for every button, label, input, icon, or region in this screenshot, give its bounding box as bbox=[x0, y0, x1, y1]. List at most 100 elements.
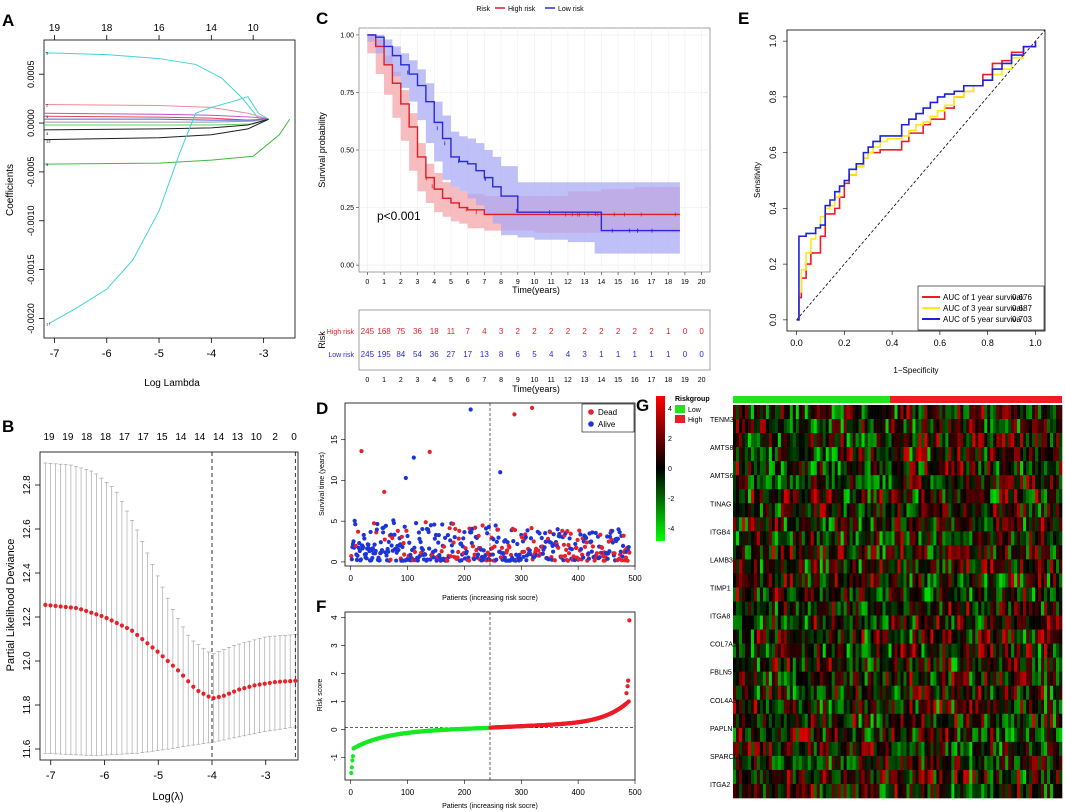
heatmap-cell bbox=[747, 685, 752, 701]
heatmap-cell bbox=[762, 559, 767, 574]
heatmap-cell bbox=[792, 769, 797, 785]
heatmap-cell bbox=[1023, 601, 1027, 616]
heatmap-cell bbox=[1059, 461, 1063, 476]
heatmap-cell bbox=[777, 769, 782, 785]
heatmap-cell bbox=[816, 405, 821, 420]
heatmap-cell bbox=[849, 517, 853, 532]
heatmap-cell bbox=[936, 671, 940, 687]
heatmap-cell bbox=[831, 587, 835, 602]
panel-e-diagonal bbox=[796, 29, 1046, 321]
heatmap-cell bbox=[858, 545, 862, 560]
panel-d-point-alive bbox=[515, 541, 520, 547]
heatmap-cell bbox=[918, 489, 922, 504]
riskgroup-low-swatch bbox=[675, 405, 685, 413]
heatmap-cell bbox=[906, 657, 910, 672]
heatmap-cell bbox=[873, 405, 877, 420]
heatmap-cell bbox=[783, 643, 788, 658]
heatmap-cell bbox=[1029, 643, 1033, 658]
heatmap-cell bbox=[801, 657, 806, 672]
heatmap-cell bbox=[894, 713, 898, 729]
heatmap-cell bbox=[915, 545, 919, 560]
heatmap-cell bbox=[930, 461, 934, 476]
heatmap-cell bbox=[984, 657, 988, 672]
heatmap-cell bbox=[885, 447, 889, 462]
heatmap-cell bbox=[759, 433, 764, 448]
heatmap-cell bbox=[780, 503, 785, 518]
heatmap-cell bbox=[903, 433, 907, 448]
heatmap-cell bbox=[891, 531, 895, 546]
heatmap-cell bbox=[1008, 629, 1012, 644]
heatmap-cell bbox=[951, 657, 955, 672]
heatmap-cell bbox=[873, 461, 877, 476]
heatmap-cell bbox=[1050, 447, 1054, 462]
heatmap-cell bbox=[888, 587, 892, 602]
heatmap-cell bbox=[768, 699, 773, 715]
heatmap-cell bbox=[858, 685, 862, 701]
heatmap-cell bbox=[789, 587, 794, 602]
heatmap-cell bbox=[933, 419, 937, 434]
heatmap-cell bbox=[774, 531, 779, 546]
heatmap-cell bbox=[831, 643, 835, 658]
heatmap-cell bbox=[780, 517, 785, 532]
heatmap-cell bbox=[816, 615, 821, 630]
heatmap-cell bbox=[858, 573, 862, 588]
heatmap-cell bbox=[912, 699, 916, 715]
heatmap-cell bbox=[813, 419, 818, 434]
heatmap-cell bbox=[903, 671, 907, 687]
heatmap-cell bbox=[1056, 699, 1060, 715]
heatmap-cell bbox=[792, 741, 797, 757]
heatmap-cell bbox=[996, 503, 1000, 518]
heatmap-cell bbox=[897, 587, 901, 602]
heatmap-cell bbox=[993, 769, 997, 785]
heatmap-cell bbox=[822, 489, 827, 504]
panel-d-point-alive bbox=[442, 535, 448, 540]
heatmap-cell bbox=[828, 601, 832, 616]
heatmap-cell bbox=[879, 573, 883, 588]
heatmap-cell bbox=[882, 559, 886, 574]
heatmap-cell bbox=[966, 475, 970, 490]
heatmap-cell bbox=[846, 699, 850, 715]
heatmap-cell bbox=[783, 755, 788, 771]
heatmap-cell bbox=[1038, 657, 1042, 672]
heatmap-cell bbox=[945, 741, 949, 757]
heatmap-cell bbox=[840, 615, 844, 630]
heatmap-cell bbox=[849, 657, 853, 672]
heatmap-cell bbox=[939, 601, 943, 616]
heatmap-cell bbox=[864, 671, 868, 687]
heatmap-cell bbox=[843, 713, 847, 729]
heatmap-cell bbox=[777, 545, 782, 560]
heatmap-cell bbox=[930, 475, 934, 490]
heatmap-cell bbox=[888, 447, 892, 462]
heatmap-cell bbox=[870, 657, 874, 672]
heatmap-cell bbox=[840, 629, 844, 644]
heatmap-cell bbox=[927, 475, 931, 490]
heatmap-cell bbox=[804, 643, 809, 658]
heatmap-cell bbox=[981, 447, 985, 462]
heatmap-cell bbox=[795, 587, 800, 602]
heatmap-cell bbox=[924, 741, 928, 757]
risk-table-row-label: High risk bbox=[327, 329, 355, 336]
heatmap-cell bbox=[783, 447, 788, 462]
risk-table-x-tick-label: 17 bbox=[648, 377, 656, 384]
heatmap-cell bbox=[900, 713, 904, 729]
heatmap-cell bbox=[915, 531, 919, 546]
heatmap-cell bbox=[957, 559, 961, 574]
heatmap-cell bbox=[843, 531, 847, 546]
heatmap-cell bbox=[837, 755, 841, 771]
heatmap-cell bbox=[1020, 769, 1024, 785]
heatmap-cell bbox=[930, 601, 934, 616]
panel-d-point-alive bbox=[569, 547, 574, 552]
heatmap-cell bbox=[903, 517, 907, 532]
heatmap-cell bbox=[1050, 461, 1054, 476]
heatmap-cell bbox=[783, 727, 788, 743]
heatmap-cell bbox=[990, 531, 994, 546]
heatmap-cell bbox=[864, 783, 868, 799]
heatmap-cell bbox=[1059, 573, 1063, 588]
panel-d-point-alive bbox=[494, 539, 499, 545]
heatmap-cell bbox=[1005, 573, 1009, 588]
heatmap-cell bbox=[753, 573, 758, 588]
heatmap-cell bbox=[936, 559, 940, 574]
heatmap-cell bbox=[894, 545, 898, 560]
heatmap-cell bbox=[804, 545, 809, 560]
heatmap-cell bbox=[771, 489, 776, 504]
